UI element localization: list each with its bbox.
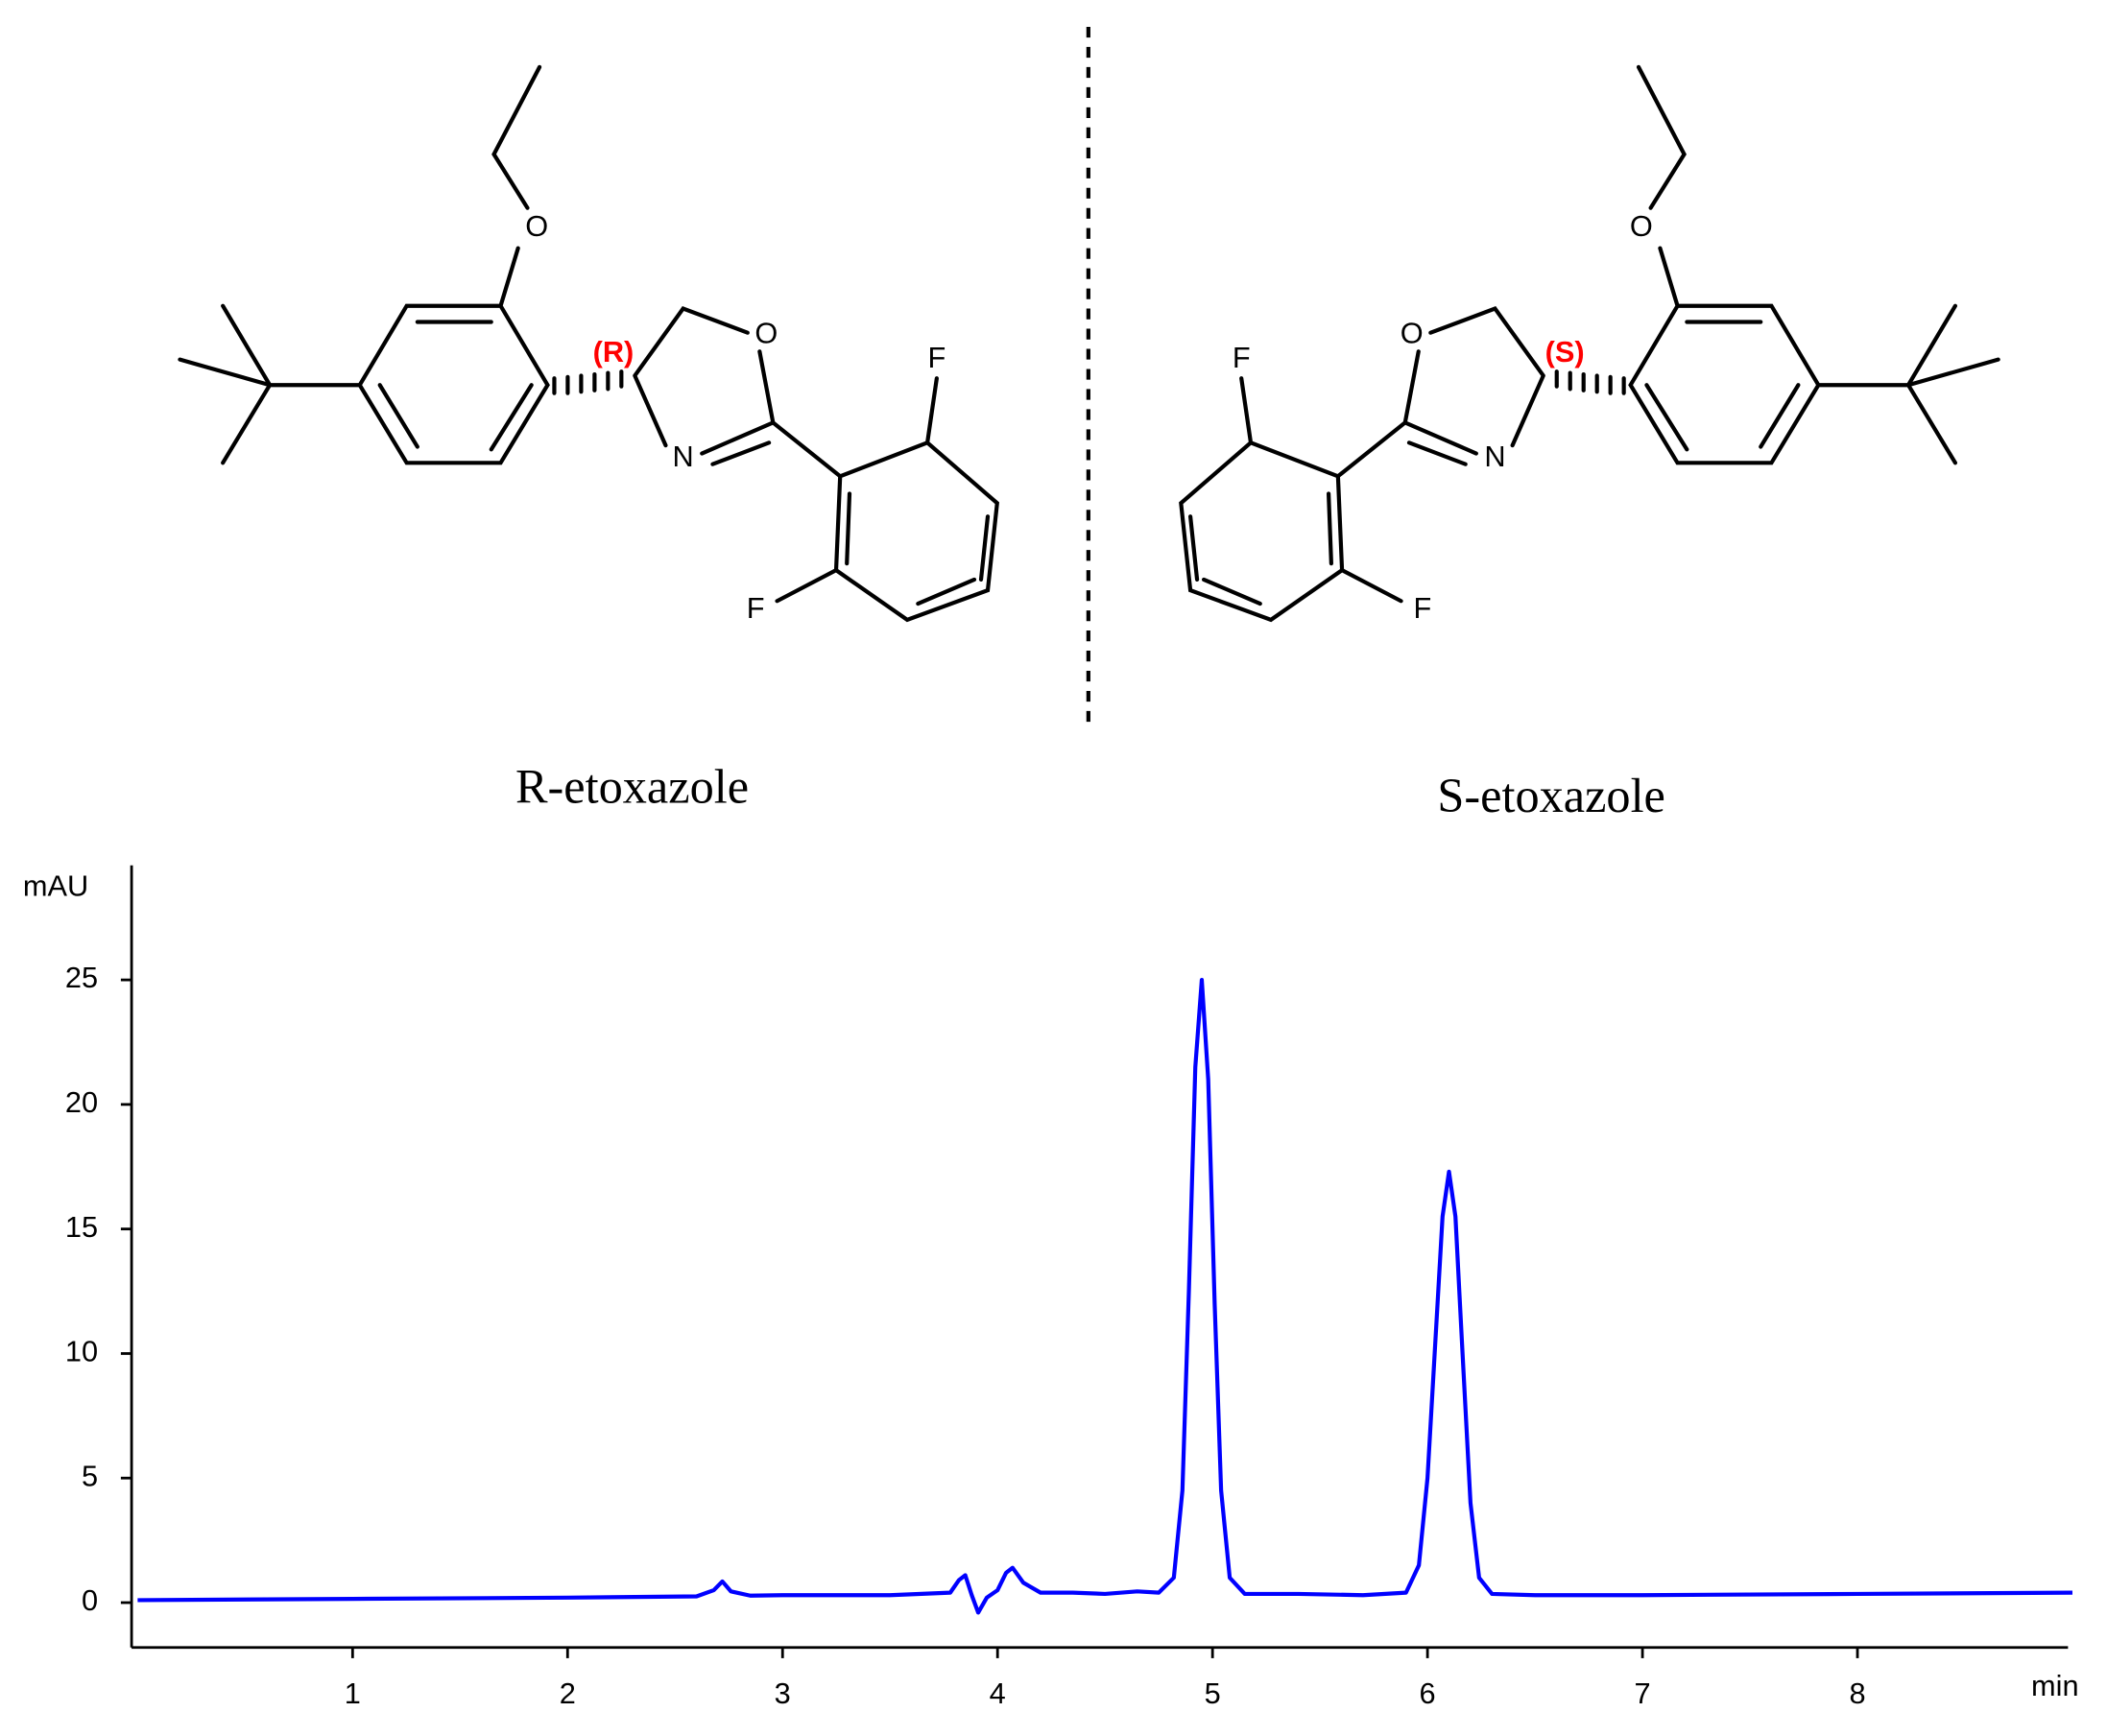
x-axis-label: min xyxy=(2031,1669,2079,1702)
stereo-label: (S) xyxy=(1545,335,1585,369)
atom-label: N xyxy=(673,440,694,473)
x-tick-label: 5 xyxy=(1205,1677,1221,1710)
molecule-name: R-etoxazole xyxy=(515,759,749,813)
atom-label: F xyxy=(927,341,946,374)
y-axis-label: mAU xyxy=(23,869,88,903)
atom-label: N xyxy=(1484,440,1505,473)
y-tick-label: 10 xyxy=(65,1335,98,1368)
atom-label: F xyxy=(747,591,765,625)
chromatogram-line xyxy=(137,978,2073,1615)
molecule-name: S-etoxazole xyxy=(1437,769,1665,822)
atom-label: O xyxy=(1401,317,1424,350)
x-tick-label: 8 xyxy=(1849,1677,1865,1710)
atom-label: O xyxy=(1630,209,1653,243)
atom-label: O xyxy=(525,209,548,243)
y-tick-label: 20 xyxy=(65,1085,98,1119)
x-tick-label: 4 xyxy=(990,1677,1006,1710)
atom-label: F xyxy=(1233,341,1251,374)
x-tick-label: 6 xyxy=(1420,1677,1436,1710)
x-tick-label: 1 xyxy=(345,1677,361,1710)
x-tick-label: 7 xyxy=(1635,1677,1651,1710)
stereo-label: (R) xyxy=(593,335,634,369)
x-tick-label: 3 xyxy=(775,1677,791,1710)
y-tick-label: 0 xyxy=(82,1583,98,1617)
y-tick-label: 15 xyxy=(65,1210,98,1244)
y-tick-label: 25 xyxy=(65,961,98,994)
y-tick-label: 5 xyxy=(82,1459,98,1492)
x-tick-label: 2 xyxy=(560,1677,576,1710)
atom-label: F xyxy=(1414,591,1432,625)
atom-label: O xyxy=(754,317,778,350)
